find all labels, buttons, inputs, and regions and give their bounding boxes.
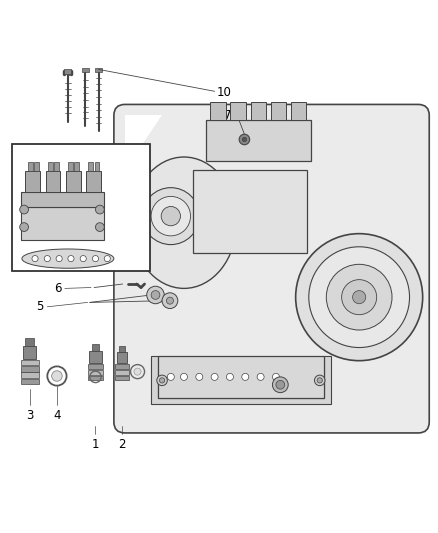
Text: 1: 1 (92, 438, 99, 451)
Circle shape (276, 381, 285, 389)
Bar (193, 170, 307, 253)
Bar (115, 370, 129, 375)
Bar (46, 171, 60, 192)
Ellipse shape (22, 249, 114, 268)
Circle shape (309, 247, 410, 348)
Circle shape (342, 280, 377, 314)
Circle shape (80, 255, 86, 262)
Circle shape (242, 374, 249, 381)
Circle shape (142, 188, 199, 245)
Polygon shape (151, 356, 331, 405)
Circle shape (314, 375, 325, 386)
Circle shape (272, 377, 288, 393)
Bar (86, 171, 101, 192)
Circle shape (161, 206, 180, 226)
Bar (206, 120, 311, 161)
Circle shape (296, 233, 423, 361)
Bar (88, 370, 103, 375)
Bar (88, 376, 103, 381)
Circle shape (157, 375, 167, 386)
Text: 6: 6 (54, 282, 61, 295)
Circle shape (226, 374, 233, 381)
Circle shape (353, 290, 366, 304)
Text: 10: 10 (217, 86, 232, 99)
Circle shape (167, 374, 174, 381)
Circle shape (151, 290, 160, 300)
Circle shape (147, 286, 164, 304)
Bar (210, 102, 226, 120)
Circle shape (20, 205, 28, 214)
Bar (54, 162, 59, 171)
Bar (12, 144, 150, 271)
Bar (115, 364, 129, 369)
Bar (251, 102, 266, 120)
Circle shape (20, 223, 28, 231)
Bar (21, 192, 104, 207)
Text: 5: 5 (36, 300, 44, 313)
Bar (95, 68, 102, 72)
Polygon shape (125, 115, 162, 170)
Ellipse shape (131, 157, 237, 288)
Circle shape (326, 264, 392, 330)
Bar (21, 378, 39, 384)
Bar (115, 376, 129, 381)
Text: 8: 8 (204, 229, 211, 241)
Circle shape (32, 255, 38, 262)
Circle shape (104, 255, 110, 262)
Circle shape (134, 368, 141, 375)
Bar (25, 338, 34, 346)
Bar (88, 364, 103, 369)
Circle shape (196, 374, 203, 381)
Bar (48, 162, 53, 171)
Circle shape (239, 134, 250, 145)
Bar (291, 102, 306, 120)
Bar (64, 69, 71, 74)
Bar (23, 346, 36, 359)
Bar (21, 366, 39, 372)
Text: 9: 9 (20, 259, 27, 272)
Circle shape (44, 255, 50, 262)
Circle shape (317, 378, 322, 383)
Bar (21, 207, 104, 240)
Bar (119, 346, 125, 352)
Circle shape (257, 374, 264, 381)
Circle shape (272, 374, 279, 381)
Circle shape (56, 255, 62, 262)
Bar (68, 162, 73, 171)
Circle shape (159, 378, 165, 383)
Bar (34, 162, 39, 171)
Bar (66, 171, 81, 192)
Bar (25, 171, 40, 192)
Text: 7: 7 (224, 109, 231, 123)
Circle shape (52, 371, 62, 381)
Circle shape (166, 297, 173, 304)
Circle shape (95, 205, 104, 214)
Bar (89, 351, 102, 364)
Text: 3: 3 (26, 409, 33, 422)
FancyBboxPatch shape (114, 104, 429, 433)
Circle shape (242, 138, 247, 142)
Bar (74, 162, 79, 171)
Bar (95, 162, 99, 171)
Bar (21, 373, 39, 378)
Bar (88, 162, 93, 171)
Text: 2: 2 (118, 438, 126, 451)
Circle shape (151, 197, 191, 236)
Bar (28, 162, 33, 171)
Bar (92, 344, 99, 351)
Bar (82, 68, 89, 72)
Bar (271, 102, 286, 120)
Text: 4: 4 (53, 409, 61, 422)
Circle shape (162, 293, 178, 309)
Bar (158, 356, 324, 398)
Circle shape (211, 374, 218, 381)
Circle shape (95, 223, 104, 231)
Bar (230, 102, 246, 120)
Circle shape (180, 374, 187, 381)
Bar (21, 360, 39, 366)
Circle shape (68, 255, 74, 262)
Bar (117, 352, 127, 364)
Circle shape (92, 255, 99, 262)
